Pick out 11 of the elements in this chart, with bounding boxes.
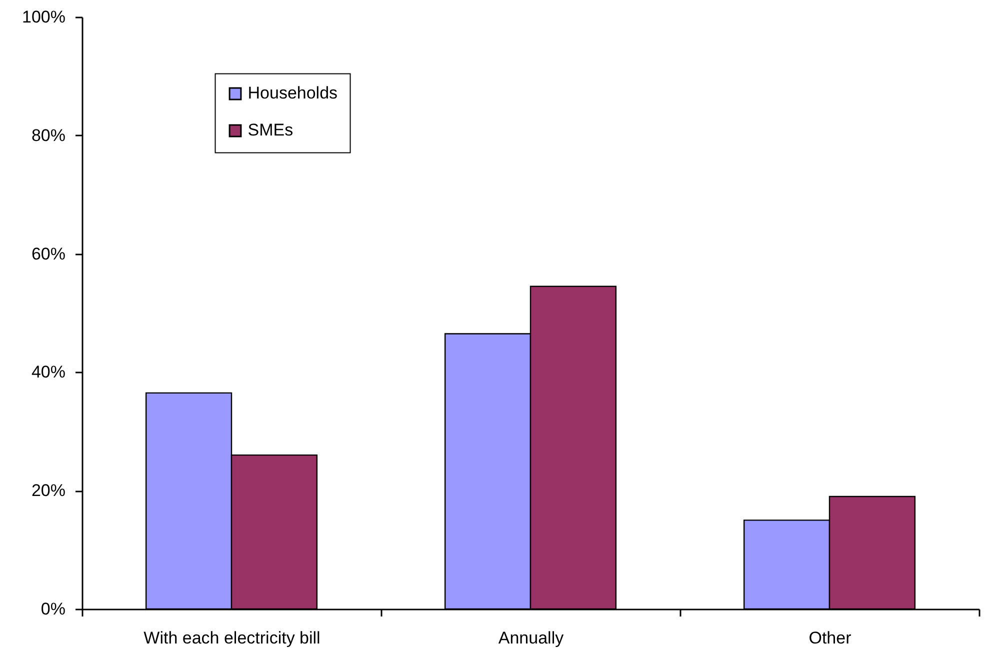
y-tick-label: 20% (31, 481, 66, 500)
y-tick-label: 40% (31, 362, 66, 382)
x-tick-label: With each electricity bill (144, 628, 320, 648)
y-tick-label: 60% (31, 244, 66, 264)
x-tick-label: Other (808, 628, 852, 648)
y-tick-label: 0% (40, 600, 66, 618)
legend-label: Households (248, 84, 338, 103)
x-tick-label: Annually (498, 628, 564, 648)
y-tick-label: 80% (31, 126, 66, 145)
legend-label: SMEs (248, 120, 294, 140)
y-tick-label: 100% (22, 8, 66, 26)
